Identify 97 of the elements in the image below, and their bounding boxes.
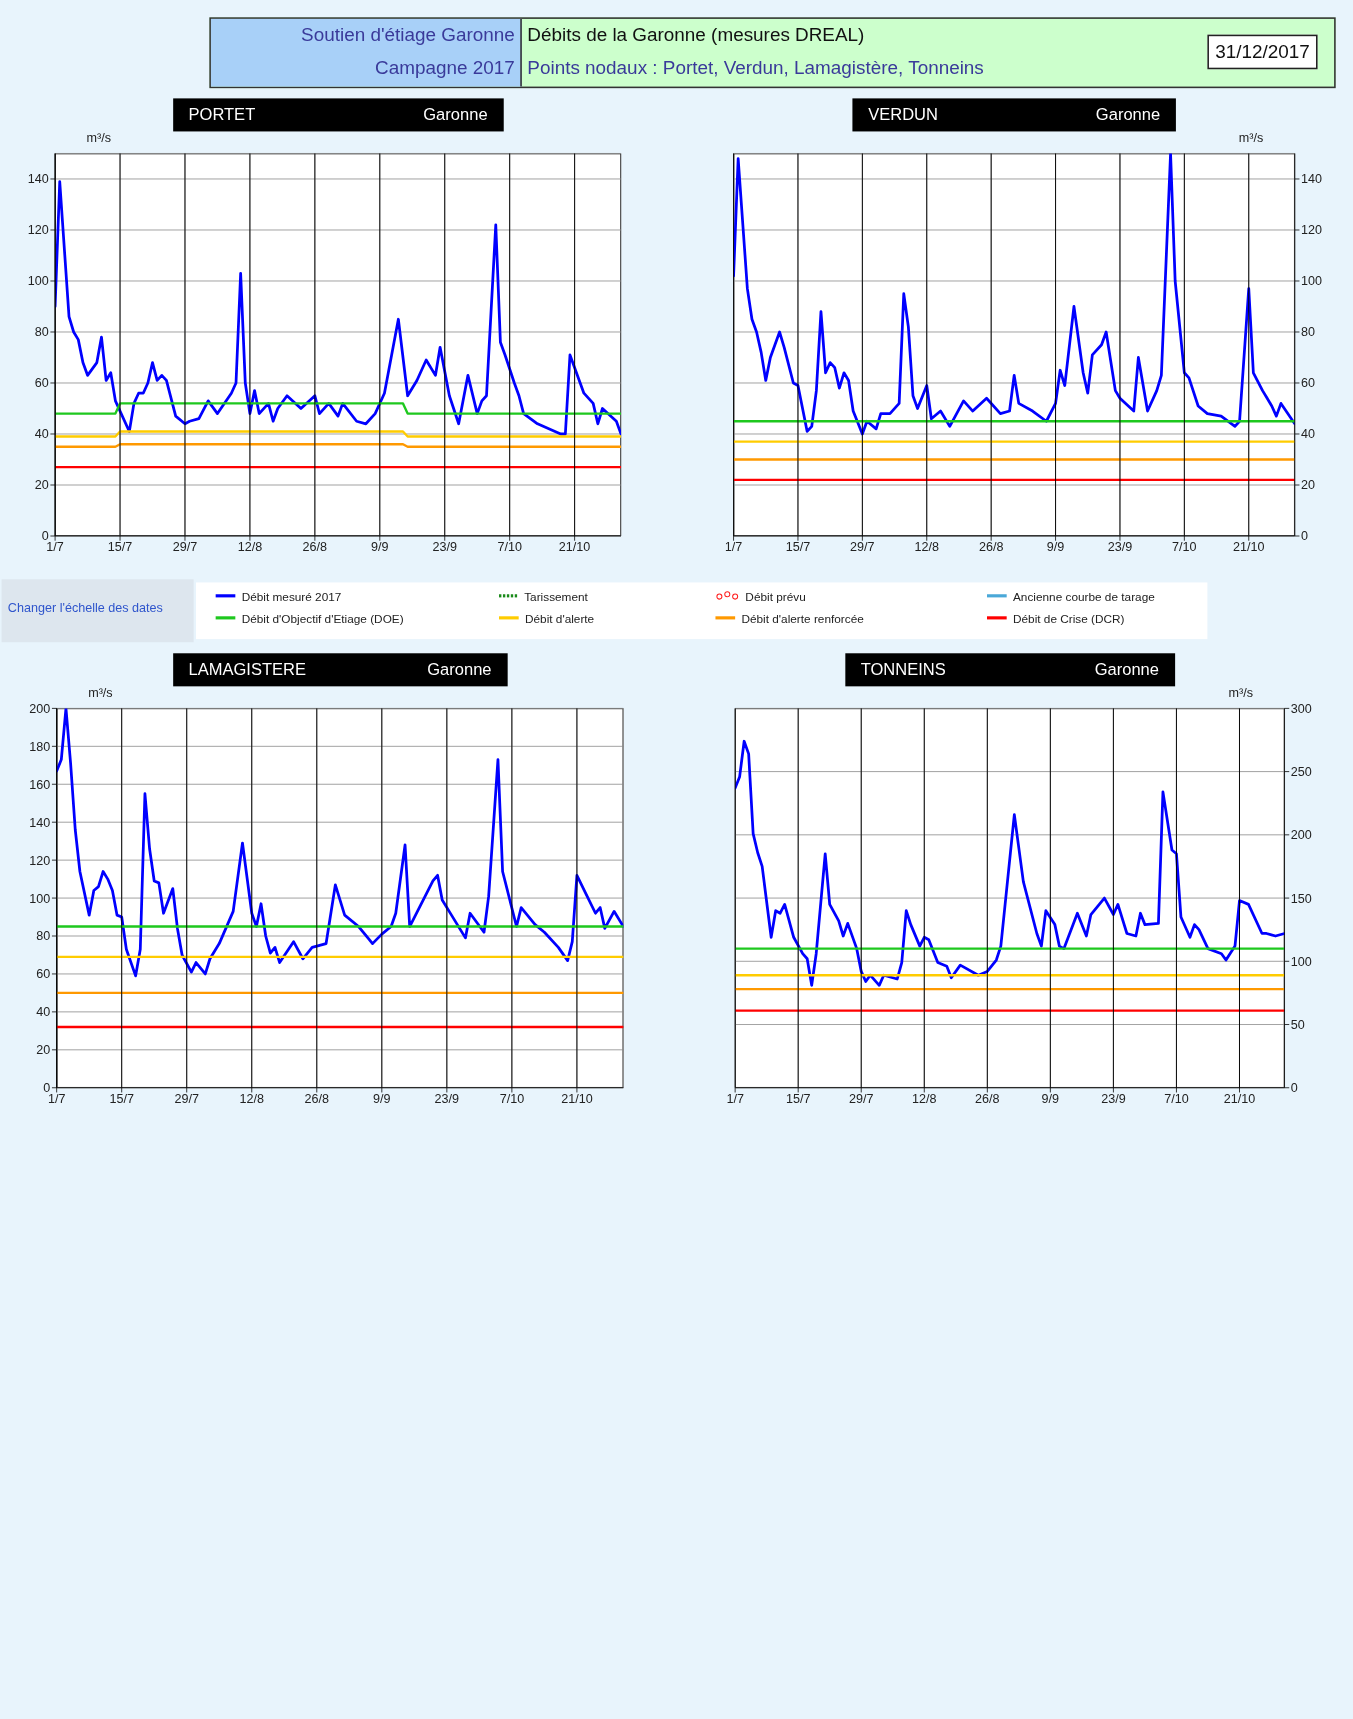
chart-subtitle: Garonne xyxy=(1094,660,1159,680)
legend-label: Débit mesuré 2017 xyxy=(241,589,342,603)
y-tick-label: 150 xyxy=(1290,891,1312,906)
y-tick-label: 40 xyxy=(36,1005,51,1020)
y-tick-label: 20 xyxy=(34,478,49,493)
y-axis-title: m³/s xyxy=(88,686,114,701)
y-tick-label: 0 xyxy=(1301,529,1309,544)
x-tick-label: 23/9 xyxy=(1101,1091,1126,1106)
y-tick-label: 140 xyxy=(29,815,51,830)
x-tick-label: 7/10 xyxy=(1164,1091,1189,1106)
text: Soutien d'étiage Garonne xyxy=(301,23,515,46)
y-tick-label: 0 xyxy=(1290,1081,1298,1096)
y-tick-label: 20 xyxy=(36,1043,51,1058)
x-tick-label: 26/8 xyxy=(978,540,1004,555)
chart-title: LAMAGISTERE xyxy=(188,660,307,680)
y-tick-label: 80 xyxy=(34,325,49,340)
x-tick-label: 1/7 xyxy=(724,540,743,555)
text: 31/12/2017 xyxy=(1207,34,1318,70)
x-tick-label: 29/7 xyxy=(172,540,198,555)
x-tick-label: 29/7 xyxy=(850,540,875,555)
x-tick-label: 23/9 xyxy=(1107,540,1133,555)
y-tick-label: 140 xyxy=(27,172,49,187)
y-tick-label: 140 xyxy=(1301,172,1323,187)
x-tick-label: 21/10 xyxy=(558,540,591,555)
y-tick-label: 100 xyxy=(27,274,49,289)
y-tick-label: 100 xyxy=(1301,274,1323,289)
legend-label: Débit de Crise (DCR) xyxy=(1012,611,1125,625)
x-tick-label: 23/9 xyxy=(432,540,457,555)
y-tick-label: 80 xyxy=(1301,325,1316,340)
chart-subtitle: Garonne xyxy=(427,660,492,680)
x-tick-label: 7/10 xyxy=(497,540,522,555)
y-tick-label: 50 xyxy=(1290,1017,1305,1032)
y-axis-title: m³/s xyxy=(1227,686,1254,701)
y-tick-label: 100 xyxy=(29,891,51,906)
x-tick-label: 1/7 xyxy=(47,1091,66,1106)
x-tick-label: 9/9 xyxy=(373,1091,391,1106)
chart-title: TONNEINS xyxy=(860,660,946,680)
y-tick-label: 60 xyxy=(36,967,51,982)
y-tick-label: 120 xyxy=(1301,223,1323,238)
x-tick-label: 23/9 xyxy=(434,1091,460,1106)
x-tick-label: 15/7 xyxy=(785,540,811,555)
y-tick-label: 120 xyxy=(29,853,51,868)
x-tick-label: 7/10 xyxy=(1172,540,1197,555)
y-axis-title: m³/s xyxy=(86,131,113,146)
x-tick-label: 29/7 xyxy=(174,1091,199,1106)
y-tick-label: 250 xyxy=(1290,765,1312,780)
x-tick-label: 15/7 xyxy=(785,1091,811,1106)
x-tick-label: 26/8 xyxy=(975,1091,1000,1106)
y-tick-label: 40 xyxy=(34,427,49,442)
y-tick-label: 60 xyxy=(1301,376,1316,391)
text: Débits de la Garonne (mesures DREAL) xyxy=(527,23,865,46)
legend-label: Débit d'alerte renforcée xyxy=(741,611,864,625)
x-tick-label: 29/7 xyxy=(848,1091,874,1106)
y-tick-label: 40 xyxy=(1301,427,1316,442)
y-tick-label: 80 xyxy=(36,929,51,944)
y-tick-label: 20 xyxy=(1301,478,1316,493)
legend-label: Débit d'Objectif d'Etiage (DOE) xyxy=(241,611,404,625)
x-tick-label: 12/8 xyxy=(914,540,939,555)
x-tick-label: 9/9 xyxy=(371,540,389,555)
x-tick-label: 26/8 xyxy=(304,1091,330,1106)
y-tick-label: 0 xyxy=(41,529,49,544)
text: Points nodaux : Portet, Verdun, Lamagistère, Tonneins xyxy=(527,56,984,79)
x-tick-label: 15/7 xyxy=(107,540,133,555)
x-tick-label: 26/8 xyxy=(302,540,328,555)
line-series xyxy=(735,739,1285,987)
text: Tarissement xyxy=(524,589,588,603)
y-tick-label: 300 xyxy=(1290,701,1312,716)
x-tick-label: 9/9 xyxy=(1041,1091,1060,1106)
x-tick-label: 12/8 xyxy=(239,1091,265,1106)
x-tick-label: 21/10 xyxy=(1223,1091,1256,1106)
text: Campagne 2017 xyxy=(375,56,515,79)
y-tick-label: 200 xyxy=(29,701,51,716)
chart-title: PORTET xyxy=(188,105,256,125)
chart-title: VERDUN xyxy=(868,105,938,125)
y-axis-title: m³/s xyxy=(1237,131,1264,146)
y-tick-label: 180 xyxy=(29,739,51,754)
x-tick-label: 21/10 xyxy=(1233,540,1265,555)
y-tick-label: 120 xyxy=(27,223,49,238)
x-tick-label: 21/10 xyxy=(561,1091,593,1106)
x-tick-label: 1/7 xyxy=(46,540,64,555)
line-series xyxy=(55,180,622,436)
text: Ancienne courbe de tarage xyxy=(1012,589,1155,603)
chart-subtitle: Garonne xyxy=(423,105,488,125)
chart-subtitle: Garonne xyxy=(1095,105,1161,125)
text: Changer l'échelle des dates xyxy=(7,601,163,616)
text: Débit prévu xyxy=(745,589,806,603)
x-tick-label: 15/7 xyxy=(109,1091,134,1106)
x-tick-label: 12/8 xyxy=(237,540,263,555)
x-tick-label: 7/10 xyxy=(499,1091,525,1106)
y-tick-label: 100 xyxy=(1290,954,1312,969)
y-tick-label: 60 xyxy=(34,376,49,391)
legend-label: Débit d'alerte xyxy=(524,611,595,625)
x-tick-label: 1/7 xyxy=(726,1091,744,1106)
y-tick-label: 200 xyxy=(1290,828,1312,843)
y-tick-label: 160 xyxy=(29,777,51,792)
x-tick-label: 12/8 xyxy=(912,1091,937,1106)
x-tick-label: 9/9 xyxy=(1046,540,1065,555)
